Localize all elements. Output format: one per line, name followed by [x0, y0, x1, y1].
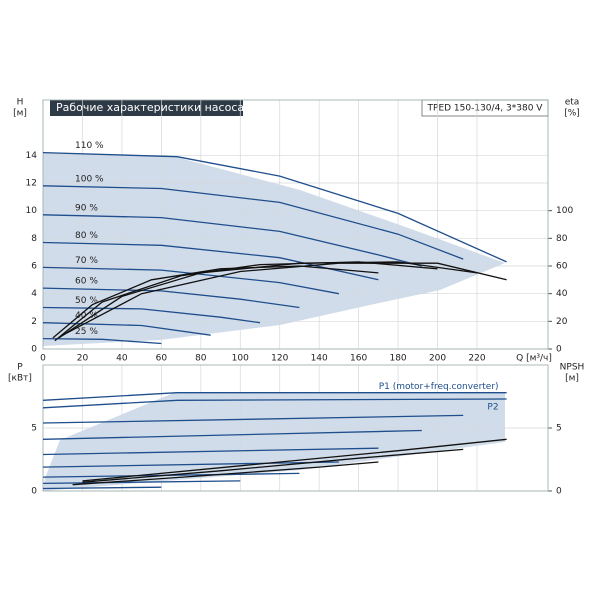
curve-label: 50 %: [75, 296, 98, 306]
y2-tick-label: 60: [556, 262, 568, 272]
curve-label: P1 (motor+freq.converter): [379, 382, 499, 392]
y2-axis-label: [м]: [565, 374, 579, 384]
curve: [42, 185, 464, 260]
y-axis-label: [кВт]: [8, 374, 32, 384]
y-tick-label: 5: [31, 424, 37, 434]
y-axis-label: H: [17, 98, 24, 108]
curve-label: 80 %: [75, 231, 98, 241]
curve: [52, 265, 379, 339]
x-tick-label: 60: [156, 354, 168, 364]
curve: [42, 214, 422, 267]
curve: [42, 486, 162, 490]
curve: [42, 447, 379, 456]
curve: [42, 151, 507, 263]
y-tick-label: 2: [31, 317, 37, 327]
curve-label: P2: [487, 403, 498, 413]
y2-axis-label: NPSH: [560, 363, 585, 373]
y2-tick-label: 20: [556, 317, 568, 327]
x-tick-label: 180: [389, 354, 406, 364]
y2-tick-label: 0: [556, 487, 562, 497]
x-tick-label: 0: [40, 354, 46, 364]
plot-frame: [42, 364, 549, 492]
y-tick-label: 0: [31, 345, 37, 355]
y2-tick-label: 0: [556, 345, 562, 355]
chart-title: Рабочие характеристики насоса: [56, 101, 244, 114]
curve: [72, 461, 379, 486]
curve-label: 110 %: [75, 141, 104, 151]
y-tick-label: 14: [26, 151, 38, 161]
x-tick-label: 40: [116, 354, 128, 364]
y-tick-label: 10: [26, 206, 38, 216]
y-tick-label: 0: [31, 487, 37, 497]
curve-label: 60 %: [75, 277, 98, 287]
x-tick-label: 20: [77, 354, 89, 364]
operating-area: [43, 152, 505, 346]
curve: [42, 287, 300, 309]
curve-label: 25 %: [75, 327, 98, 337]
curve-label: 90 %: [75, 203, 98, 213]
y2-axis-label: eta: [565, 98, 580, 108]
x-tick-label: 100: [232, 354, 249, 364]
curve: [42, 414, 464, 424]
y-tick-label: 8: [31, 234, 37, 244]
curve-label: 40 %: [75, 311, 98, 321]
x-tick-label: 120: [271, 354, 288, 364]
y-tick-label: 12: [26, 179, 37, 189]
curve: [42, 429, 422, 440]
curve-label: 70 %: [75, 256, 98, 266]
y-tick-label: 6: [31, 262, 37, 272]
curve: [42, 461, 339, 468]
x-axis-label: Q [м³/ч]: [516, 354, 552, 364]
curve: [42, 480, 241, 485]
y2-axis-label: [%]: [564, 109, 580, 119]
curve: [42, 392, 507, 401]
y-tick-label: 4: [31, 289, 37, 299]
x-tick-label: 80: [195, 354, 207, 364]
curve: [42, 306, 261, 324]
y2-tick-label: 80: [556, 234, 568, 244]
curve-label: 100 %: [75, 174, 104, 184]
title-box: [50, 100, 243, 116]
x-tick-label: 140: [311, 354, 328, 364]
x-tick-label: 160: [350, 354, 367, 364]
curve: [42, 337, 162, 345]
y-axis-label: P: [17, 363, 23, 373]
y2-tick-label: 40: [556, 289, 568, 299]
curve: [42, 398, 507, 409]
plot-frame: [42, 99, 549, 350]
model: TPED 150-130/4, 3*380 V: [427, 104, 544, 114]
curve: [62, 262, 507, 336]
y-axis-label: [м]: [13, 109, 27, 119]
y2-tick-label: 5: [556, 424, 562, 434]
y2-tick-label: 100: [556, 206, 573, 216]
curve: [54, 261, 438, 342]
x-tick-label: 200: [429, 354, 446, 364]
curve: [82, 448, 464, 483]
curve: [82, 438, 507, 482]
x-tick-label: 220: [468, 354, 485, 364]
